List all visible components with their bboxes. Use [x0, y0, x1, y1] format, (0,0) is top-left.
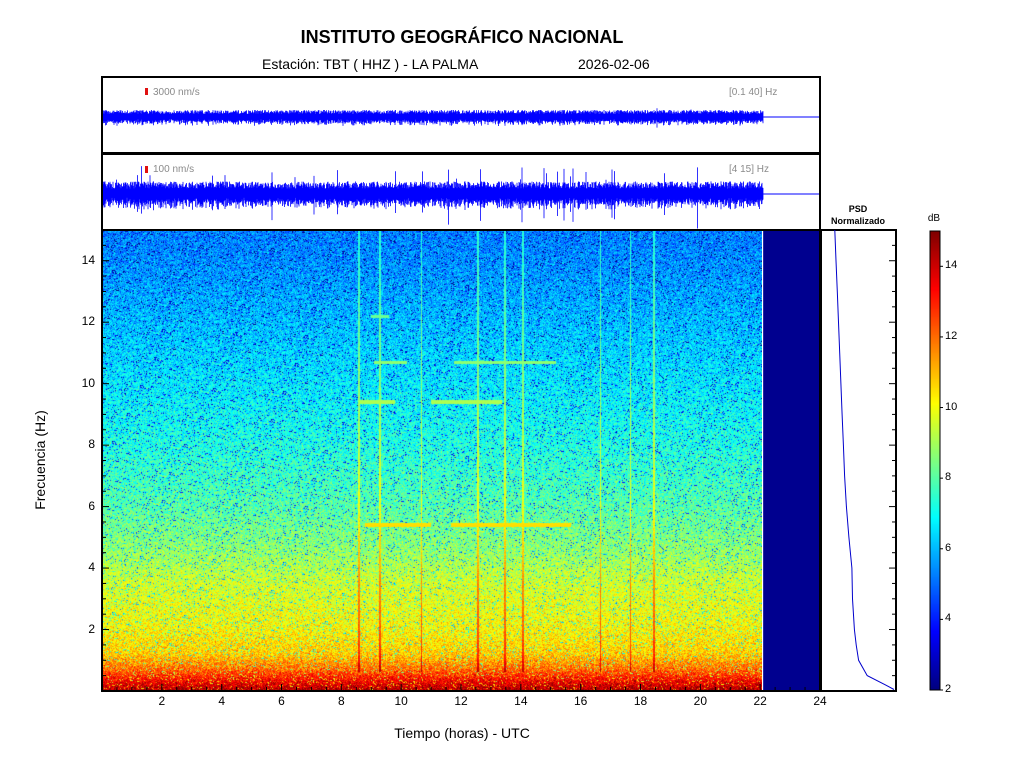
colorbar-frame: [929, 230, 941, 691]
x-tick-label: 14: [514, 694, 528, 708]
spectrogram: [102, 230, 762, 691]
y-tick-label: 10: [81, 375, 95, 390]
x-tick-label: 20: [693, 694, 708, 708]
colorbar-tick-label: 12: [945, 329, 958, 342]
page-title: INSTITUTO GEOGRÁFICO NACIONAL: [300, 27, 624, 47]
x-axis-label: Tiempo (horas) - UTC: [394, 725, 530, 741]
colorbar-tick-label: 4: [945, 612, 952, 625]
colorbar: [930, 231, 940, 690]
colorbar-label: dB: [927, 213, 941, 224]
y-tick-label: 6: [88, 498, 95, 513]
psd-curve: [834, 229, 895, 690]
colorbar-tick-label: 10: [945, 400, 958, 413]
x-tick-label: 2: [158, 694, 166, 708]
trace-2-scale: 100 nm/s: [153, 164, 195, 175]
station-label: Estación: TBT ( HHZ ) - LA PALMA: [262, 56, 479, 72]
colorbar-tick-label: 6: [945, 541, 952, 554]
trace-1-scale: 3000 nm/s: [153, 87, 200, 98]
trace-1-waveform: [101, 108, 764, 128]
x-tick-label: 16: [573, 694, 588, 708]
y-tick-label: 8: [88, 437, 95, 452]
y-tick-label: 14: [81, 252, 95, 267]
x-tick-label: 6: [278, 694, 285, 708]
y-axis-label: Frecuencia (Hz): [32, 410, 48, 510]
x-tick-label: 12: [454, 694, 468, 708]
date-label: 2026-02-06: [578, 56, 650, 72]
colorbar-tick-label: 8: [945, 471, 952, 484]
x-tick-label: 10: [394, 694, 408, 708]
colorbar-tick-label: 2: [945, 683, 952, 695]
scale-marker-1: [145, 88, 148, 95]
x-tick-label: 22: [753, 694, 767, 708]
trace-2-waveform: [101, 166, 764, 229]
no-data-region: [763, 230, 820, 691]
psd-title: PSD Normalizado: [830, 204, 885, 226]
trace-1-band: [0.1 40] Hz: [729, 87, 778, 98]
x-tick-label: 4: [218, 694, 225, 708]
y-tick-label: 2: [88, 621, 95, 636]
x-tick-label: 24: [813, 694, 827, 708]
x-tick-label: 18: [633, 694, 648, 708]
x-tick-label: 8: [337, 694, 345, 708]
spectrogram-frame: [101, 229, 821, 692]
scale-marker-2: [145, 166, 148, 173]
colorbar-tick-label: 14: [945, 259, 958, 272]
psd-frame: [820, 229, 897, 692]
y-tick-label: 12: [81, 314, 95, 329]
y-tick-label: 4: [88, 560, 95, 575]
trace-2-band: [4 15] Hz: [729, 164, 770, 175]
